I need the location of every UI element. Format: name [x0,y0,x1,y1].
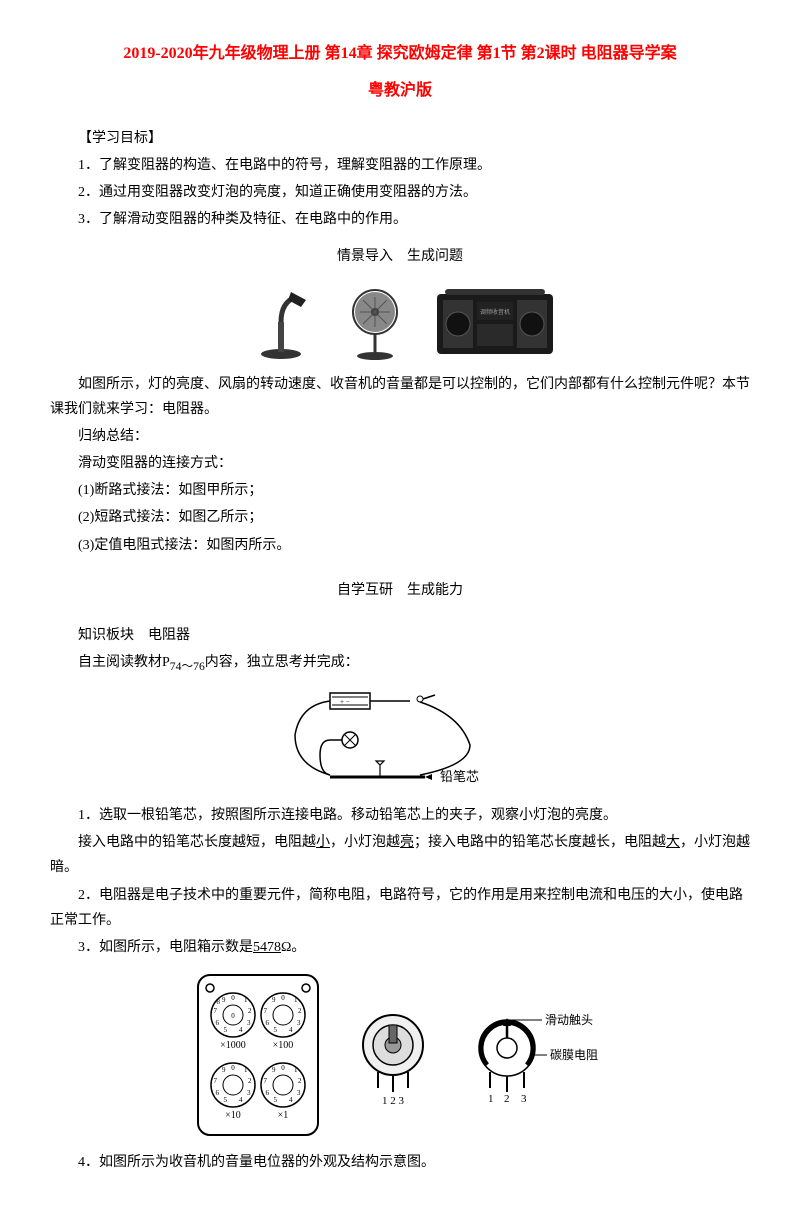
svg-text:9: 9 [272,996,276,1004]
radio-image: 调频收音机 [435,284,555,359]
svg-text:3: 3 [297,1089,301,1097]
svg-text:1: 1 [244,1066,248,1074]
svg-text:6: 6 [216,1089,220,1097]
svg-text:4: 4 [239,1026,243,1034]
potentiometer-image: 1 2 3 [348,1000,443,1110]
connection-3: (3)定值电阻式接法：如图丙所示。 [50,533,750,558]
goal-1: 1．了解变阻器的构造、在电路中的符号，理解变阻器的工作原理。 [50,153,750,178]
svg-text:2: 2 [248,1077,252,1085]
block-header: 知识板块 电阻器 [50,623,750,648]
connection-2: (2)短路式接法：如图乙所示； [50,505,750,530]
svg-text:6: 6 [216,1019,220,1027]
read-text-2: 内容，独立思考并完成： [205,655,359,670]
question-1: 1．选取一根铅笔芯，按照图所示连接电路。移动铅笔芯上的夹子，观察小灯泡的亮度。 [50,803,750,828]
desk-lamp-image [246,282,316,362]
svg-text:7: 7 [264,1077,268,1085]
svg-text:0: 0 [281,1064,285,1072]
scene-text: 如图所示，灯的亮度、风扇的转动速度、收音机的音量都是可以控制的，它们内部都有什么… [50,372,750,422]
q1-u1: 小 [316,835,330,850]
q1-mid: ，小灯泡越 [330,835,400,850]
svg-text:0: 0 [231,994,235,1002]
svg-text:6: 6 [266,1019,270,1027]
svg-text:3: 3 [247,1089,251,1097]
svg-text:+ −: + − [340,698,350,706]
svg-text:7: 7 [264,1007,268,1015]
svg-text:9: 9 [222,1066,226,1074]
summary-header: 归纳总结： [50,424,750,449]
q3-value: 5478 [253,940,281,955]
read-text-1: 自主阅读教材P [78,655,170,670]
svg-text:3: 3 [521,1093,527,1105]
scene-header: 情景导入 生成问题 [50,244,750,269]
svg-text:3: 3 [247,1019,251,1027]
q3-end: Ω。 [281,940,305,955]
svg-text:1: 1 [294,996,298,1004]
svg-text:7: 7 [214,1007,218,1015]
q1-pre: 接入电路中的铅笔芯长度越短，电阻越 [78,835,316,850]
read-instruction: 自主阅读教材P74～76内容，独立思考并完成： [50,650,750,677]
question-4: 4．如图所示为收音机的音量电位器的外观及结构示意图。 [50,1150,750,1175]
title-main: 2019-2020年九年级物理上册 第14章 探究欧姆定律 第1节 第2课时 电… [50,40,750,69]
question-2: 2．电阻器是电子技术中的重要元件，简称电阻，电路符号，它的作用是用来控制电流和电… [50,883,750,933]
svg-text:调频收音机: 调频收音机 [479,308,509,316]
self-study-header: 自学互研 生成能力 [50,578,750,603]
fan-image [335,282,415,362]
svg-text:4: 4 [289,1096,293,1104]
goals-header: 【学习目标】 [50,126,750,151]
svg-text:2: 2 [504,1093,510,1105]
svg-text:1: 1 [488,1093,494,1105]
q3-pre: 3．如图所示，电阻箱示数是 [78,940,253,955]
svg-text:0: 0 [281,994,285,1002]
svg-text:1: 1 [244,996,248,1004]
x1000-label: ×1000 [220,1040,246,1051]
x10-label: ×10 [225,1110,241,1121]
goal-3: 3．了解滑动变阻器的种类及特征、在电路中的作用。 [50,207,750,232]
q1-u3: 大 [666,835,680,850]
connection-header: 滑动变阻器的连接方式： [50,451,750,476]
goal-2: 2．通过用变阻器改变灯泡的亮度，知道正确使用变阻器的方法。 [50,180,750,205]
svg-text:2: 2 [248,1007,252,1015]
svg-text:5: 5 [274,1096,278,1104]
read-page-range: 74～76 [170,660,205,673]
svg-text:9: 9 [272,1066,276,1074]
film-label: 碳膜电阻 [550,1048,598,1062]
svg-text:1: 1 [294,1066,298,1074]
title-sub: 粤教沪版 [50,77,750,106]
pencil-circuit-image: + − 铅笔芯 [50,685,750,795]
svg-text:3: 3 [297,1019,301,1027]
q1-u2: 亮 [400,835,414,850]
q1-mid2: ；接入电路中的铅笔芯长度越长，电阻越 [414,835,666,850]
question-3: 3．如图所示，电阻箱示数是5478Ω。 [50,935,750,960]
resistance-box-image: 0 9012345678 ×1000 901234567 ×100 901234… [188,970,328,1140]
svg-text:0: 0 [231,1012,235,1020]
svg-text:5: 5 [274,1026,278,1034]
pot-terminals: 1 2 3 [382,1095,405,1107]
svg-text:5: 5 [224,1096,228,1104]
svg-text:4: 4 [239,1096,243,1104]
bottom-images-row: 0 9012345678 ×1000 901234567 ×100 901234… [50,970,750,1140]
svg-text:4: 4 [289,1026,293,1034]
svg-text:7: 7 [214,1077,218,1085]
slider-label: 滑动触头 [545,1013,593,1027]
product-images-row: 调频收音机 [50,282,750,362]
potentiometer-diagram-image: 滑动触头 碳膜电阻 1 2 3 [462,1000,612,1110]
svg-text:9: 9 [222,996,226,1004]
x100-label: ×100 [273,1040,294,1051]
svg-text:8: 8 [217,998,221,1006]
question-1-answer: 接入电路中的铅笔芯长度越短，电阻越小，小灯泡越亮；接入电路中的铅笔芯长度越长，电… [50,830,750,880]
svg-text:5: 5 [224,1026,228,1034]
x1-label: ×1 [278,1110,289,1121]
pencil-label: 铅笔芯 [440,769,479,784]
svg-text:0: 0 [231,1064,235,1072]
svg-text:6: 6 [266,1089,270,1097]
connection-1: (1)断路式接法：如图甲所示； [50,478,750,503]
svg-text:2: 2 [298,1007,302,1015]
svg-text:2: 2 [298,1077,302,1085]
